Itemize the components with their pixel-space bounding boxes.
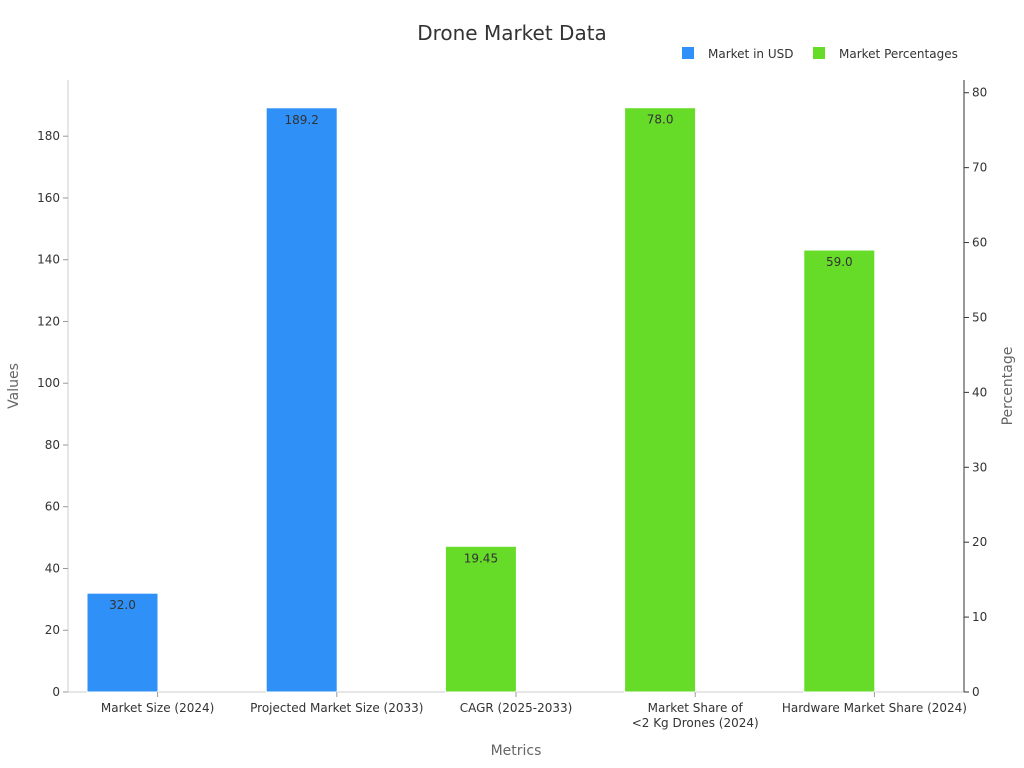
x-tick-label: Hardware Market Share (2024) [782,701,967,715]
bar-market-percentages [444,545,517,693]
y2-tick-label: 30 [972,460,987,474]
data-labels: 32.0 189.2 19.45 78.0 59.0 [109,113,853,612]
y2-axis-title: Percentage [1000,347,1016,426]
data-label: 189.2 [285,113,319,127]
y2-tick-label: 0 [972,685,980,699]
y2-tick-label: 80 [972,86,987,100]
y-tick-label: 0 [52,685,60,699]
chart-title: Drone Market Data [417,21,607,45]
y-tick-label: 100 [37,376,60,390]
y-tick-label: 20 [45,623,60,637]
y2-tick-label: 60 [972,236,987,250]
bar-market-usd [86,592,159,693]
axes: 0 20 40 60 80 100 120 140 160 180 0 10 20 30 40 50 60 70 8… [37,80,987,699]
x-tick-label: Projected Market Size (2033) [250,701,423,715]
y-tick-label: 80 [45,438,60,452]
legend-swatch [682,47,694,59]
legend-swatch [813,47,825,59]
data-label: 78.0 [647,113,674,127]
data-label: 59.0 [826,255,853,269]
y2-tick-label: 70 [972,161,987,175]
y2-tick-label: 40 [972,385,987,399]
data-label: 19.45 [464,551,498,565]
y2-tick-label: 20 [972,535,987,549]
y-axis-title: Values [6,363,22,409]
x-tick-label: Market Size (2024) [101,701,214,715]
x-tick-label: Market Share of <2 Kg Drones (2024) [632,701,759,730]
data-label: 32.0 [109,598,136,612]
x-tick-labels: Market Size (2024) Projected Market Size … [101,692,967,730]
y-tick-label: 60 [45,500,60,514]
bar-market-percentages [803,249,876,693]
bar-market-percentages [624,107,697,693]
y-tick-label: 140 [37,253,60,267]
x-axis-title: Metrics [491,743,542,759]
y-tick-label: 160 [37,191,60,205]
x-tick-label: CAGR (2025-2033) [460,701,573,715]
legend-label: Market Percentages [839,47,958,61]
bar-market-usd [265,107,338,693]
bars [86,107,876,693]
y2-tick-label: 50 [972,310,987,324]
y-tick-label: 180 [37,129,60,143]
y-tick-label: 40 [45,561,60,575]
legend: Market in USD Market Percentages [682,47,958,61]
y-tick-label: 120 [37,314,60,328]
legend-label: Market in USD [708,47,793,61]
y2-tick-label: 10 [972,610,987,624]
